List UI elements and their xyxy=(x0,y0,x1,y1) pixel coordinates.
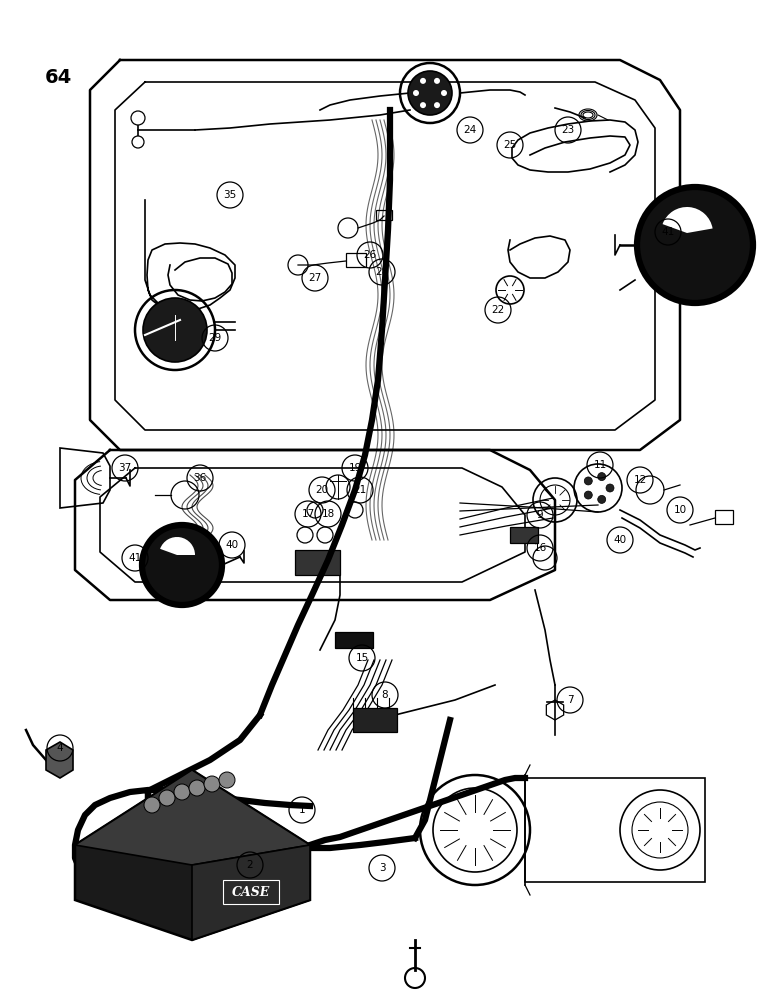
Text: 7: 7 xyxy=(567,695,574,705)
Text: 24: 24 xyxy=(463,125,476,135)
Circle shape xyxy=(584,491,592,499)
Bar xyxy=(335,632,373,648)
Circle shape xyxy=(584,477,592,485)
Polygon shape xyxy=(192,845,310,940)
Circle shape xyxy=(143,298,207,362)
Circle shape xyxy=(204,776,220,792)
Text: 20: 20 xyxy=(316,485,329,495)
Polygon shape xyxy=(295,550,340,575)
Text: 1: 1 xyxy=(299,805,305,815)
Text: 8: 8 xyxy=(381,690,388,700)
Circle shape xyxy=(159,790,175,806)
Text: 12: 12 xyxy=(633,475,647,485)
Text: 3: 3 xyxy=(379,863,385,873)
Circle shape xyxy=(434,102,440,108)
Text: 29: 29 xyxy=(208,333,222,343)
Text: 41: 41 xyxy=(662,227,675,237)
Circle shape xyxy=(408,71,452,115)
Text: 21: 21 xyxy=(354,485,367,495)
Circle shape xyxy=(420,78,426,84)
Circle shape xyxy=(606,484,614,492)
Circle shape xyxy=(420,102,426,108)
Text: 10: 10 xyxy=(673,505,686,515)
Text: 15: 15 xyxy=(355,653,368,663)
Text: CASE: CASE xyxy=(232,886,270,898)
Text: 35: 35 xyxy=(223,190,237,200)
Text: 19: 19 xyxy=(348,463,361,473)
Circle shape xyxy=(132,136,144,148)
Text: 41: 41 xyxy=(128,553,141,563)
Bar xyxy=(525,778,705,882)
Wedge shape xyxy=(662,207,713,233)
Bar xyxy=(353,708,397,732)
Text: 25: 25 xyxy=(503,140,516,150)
Bar xyxy=(715,510,733,524)
Polygon shape xyxy=(75,770,310,940)
Text: 28: 28 xyxy=(375,267,388,277)
Polygon shape xyxy=(46,742,73,778)
Text: 4: 4 xyxy=(56,743,63,753)
Text: 36: 36 xyxy=(193,473,207,483)
Text: 11: 11 xyxy=(594,460,607,470)
Circle shape xyxy=(131,111,145,125)
Circle shape xyxy=(441,90,447,96)
Bar xyxy=(510,527,538,543)
Circle shape xyxy=(174,784,190,800)
Text: 22: 22 xyxy=(491,305,505,315)
Circle shape xyxy=(637,187,753,303)
Text: 17: 17 xyxy=(301,509,315,519)
Text: 23: 23 xyxy=(561,125,574,135)
Text: 37: 37 xyxy=(118,463,131,473)
Text: 2: 2 xyxy=(247,860,253,870)
Circle shape xyxy=(434,78,440,84)
Wedge shape xyxy=(160,537,195,555)
Circle shape xyxy=(598,495,606,503)
Circle shape xyxy=(598,473,606,481)
Circle shape xyxy=(219,772,235,788)
Polygon shape xyxy=(75,770,310,865)
Text: 27: 27 xyxy=(308,273,322,283)
Circle shape xyxy=(144,797,160,813)
Text: 26: 26 xyxy=(364,250,377,260)
Bar xyxy=(223,880,279,904)
Circle shape xyxy=(142,525,222,605)
Text: 40: 40 xyxy=(225,540,239,550)
Text: 64: 64 xyxy=(45,68,73,87)
Text: 16: 16 xyxy=(533,543,547,553)
Bar xyxy=(376,210,392,220)
Text: 40: 40 xyxy=(614,535,627,545)
Circle shape xyxy=(189,780,205,796)
Bar xyxy=(346,253,366,267)
Text: 9: 9 xyxy=(537,510,543,520)
Circle shape xyxy=(413,90,419,96)
Text: 18: 18 xyxy=(321,509,334,519)
